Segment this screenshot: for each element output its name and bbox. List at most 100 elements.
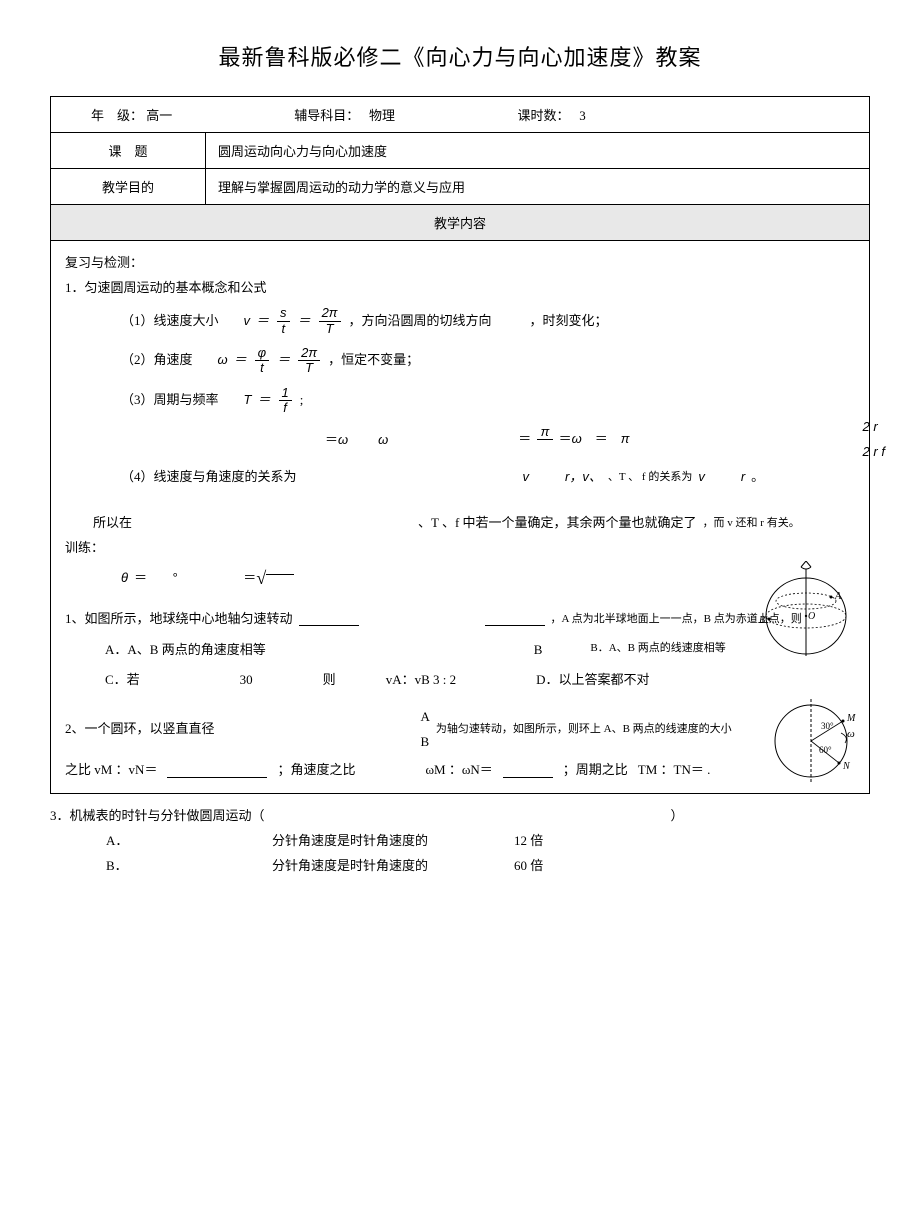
sym-T: T xyxy=(244,388,252,413)
below-table: 3．机械表的时针与分针做圆周运动（ ） A． 分针角速度是时针角速度的 12 倍… xyxy=(50,804,870,878)
blank-2 xyxy=(485,612,545,626)
q1-optCb: 30 xyxy=(240,668,253,693)
sym-pi2: π xyxy=(621,431,630,446)
q1-options2: C．若 30 则 vA：vB 3 : 2 D．以上答案都不对 xyxy=(105,668,855,693)
frac-2pi2: 2π xyxy=(298,346,320,361)
formula-2: （2）角速度 ω ＝ φt ＝ 2πT ，恒定不变量； xyxy=(121,346,855,376)
figure-ring: 30° 60° M N ω xyxy=(761,691,861,791)
section-title: 教学内容 xyxy=(51,205,870,241)
p1-2b: ，恒定不变量； xyxy=(328,348,419,373)
sym-o1: ω xyxy=(338,432,348,447)
q3A: A． xyxy=(106,829,146,854)
svg-text:M: M xyxy=(846,713,856,724)
q1a: 1、如图所示，地球绕中心地轴匀速转动 xyxy=(65,607,293,632)
grade-label: 年 级： xyxy=(91,108,143,123)
sym-theta: θ xyxy=(121,566,128,591)
frac-T: T xyxy=(319,322,341,336)
frac-f: f xyxy=(279,401,292,415)
sym-eq3: ＝ xyxy=(234,348,247,373)
q1-optCa: C．若 xyxy=(105,668,140,693)
q1-options: A．A、B 两点的角速度相等 B B．A、B 两点的线速度相等 xyxy=(105,638,855,663)
p1-5a: 所以在 xyxy=(93,511,132,536)
formula-3: （3）周期与频率 T ＝ 1f ; xyxy=(121,386,855,416)
svg-text:ω: ω xyxy=(847,728,855,740)
frac-phi: φ xyxy=(255,346,269,361)
p1-1a: （1）线速度大小 xyxy=(121,309,219,334)
q2b: 为轴匀速转动，如图所示，则环上 A、B 两点的线速度的大小 xyxy=(436,719,732,740)
goal-value: 理解与掌握圆周运动的动力学的意义与应用 xyxy=(206,169,870,205)
q3B: B． xyxy=(106,854,146,879)
p1-5b: 、T 、f 中若一个量确定，其余两个量也就确定了 xyxy=(418,511,697,536)
svg-text:O: O xyxy=(808,611,815,622)
subject-label: 辅导科目： xyxy=(294,108,353,123)
p1-5: 所以在 、T 、f 中若一个量确定，其余两个量也就确定了 ，而 v 还和 r 有… xyxy=(93,511,855,536)
p1-2a: （2）角速度 xyxy=(121,348,193,373)
q2c4: ；周期之比 xyxy=(563,758,628,783)
sym-deg: ° xyxy=(172,566,177,591)
formula-extra: ＝ω ω ＝ π ＝ω ＝ π 2 r 2 r f xyxy=(325,425,855,455)
frac-t: t xyxy=(277,322,290,336)
q3B-num: 60 倍 xyxy=(514,854,543,879)
p1-4b: 、T 、 f 的关系为 xyxy=(608,467,692,488)
page-title: 最新鲁科版必修二《向心力与向心加速度》教案 xyxy=(50,40,870,72)
svg-text:B: B xyxy=(759,615,765,626)
figure-globe: A B O xyxy=(751,561,861,661)
frac-pi: π xyxy=(537,425,554,440)
header-row: 年 级： 高一 辅导科目： 物理 课时数： 3 xyxy=(51,97,870,133)
sym-r2: r xyxy=(873,444,877,459)
train-heading: 训练： xyxy=(65,536,855,561)
sym-2r: 2 r xyxy=(863,419,878,434)
lesson-table: 年 级： 高一 辅导科目： 物理 课时数： 3 课 题 圆周运动向心力与向心加速… xyxy=(50,96,870,794)
q3B-txt: 分针角速度是时针角速度的 xyxy=(272,854,428,879)
sym-eq: ＝ xyxy=(256,309,269,334)
q1-optD: D．以上答案都不对 xyxy=(536,668,649,693)
review-heading: 复习与检测： xyxy=(65,251,855,276)
frac-t2: t xyxy=(255,361,269,375)
hours-label: 课时数： xyxy=(518,108,564,123)
goal-label: 教学目的 xyxy=(51,169,206,205)
grade-value: 高一 xyxy=(146,108,172,123)
frac-s: s xyxy=(277,306,290,321)
blank-1 xyxy=(299,612,359,626)
q2c1: 之比 vM ：vN＝ xyxy=(65,758,157,783)
q2c2: ；角速度之比 xyxy=(277,758,355,783)
frac-2pi: 2π xyxy=(319,306,341,321)
q1-optB-pre: B xyxy=(534,642,543,657)
sym-o2: ω xyxy=(378,428,388,453)
q1-optCd: vA：vB 3 : 2 xyxy=(386,668,456,693)
topic-label: 课 题 xyxy=(51,133,206,169)
sym-v3: v xyxy=(582,469,589,484)
svg-text:A: A xyxy=(834,591,842,602)
q1: 1、如图所示，地球绕中心地轴匀速转动 ，A 点为北半球地面上一一点，B 点为赤道… xyxy=(65,607,855,632)
p1: 1．匀速圆周运动的基本概念和公式 xyxy=(65,276,855,301)
q1-optCc: 则 xyxy=(323,668,336,693)
q2a: 2、一个圆环，以竖直直径 xyxy=(65,717,215,742)
p1-1b: ，方向沿圆周的切线方向 xyxy=(349,309,492,334)
q3A-num: 12 倍 xyxy=(514,829,543,854)
frac-1: 1 xyxy=(279,386,292,401)
q2c3: ωM ：ωN＝ xyxy=(425,758,492,783)
q3-end: ） xyxy=(671,804,684,829)
goal-row: 教学目的 理解与掌握圆周运动的动力学的意义与应用 xyxy=(51,169,870,205)
sym-2: 2 xyxy=(863,444,870,459)
topic-value: 圆周运动向心力与向心加速度 xyxy=(206,133,870,169)
sym-root: √ xyxy=(256,568,266,588)
sym-eq4: ＝ xyxy=(277,348,290,373)
blank-4 xyxy=(503,764,553,778)
q3: 3．机械表的时针与分针做圆周运动（ xyxy=(50,804,265,829)
svg-text:30°: 30° xyxy=(821,721,834,731)
section-title-row: 教学内容 xyxy=(51,205,870,241)
sym-eq5: ＝ xyxy=(257,388,270,413)
q2c5: TM ：TN＝ . xyxy=(638,758,711,783)
sym-o3: ω xyxy=(572,431,582,446)
q1-optA: A．A、B 两点的角速度相等 xyxy=(105,638,266,663)
svg-text:60°: 60° xyxy=(819,745,832,755)
subject-value: 物理 xyxy=(369,108,395,123)
sym-r3: r xyxy=(741,465,745,490)
svg-text:N: N xyxy=(842,761,851,772)
topic-row: 课 题 圆周运动向心力与向心加速度 xyxy=(51,133,870,169)
sym-v2: v xyxy=(523,465,530,490)
sym-v4: v xyxy=(698,465,705,490)
frac-T2: T xyxy=(298,361,320,375)
content-area: 复习与检测： 1．匀速圆周运动的基本概念和公式 （1）线速度大小 v ＝ st … xyxy=(65,251,855,783)
